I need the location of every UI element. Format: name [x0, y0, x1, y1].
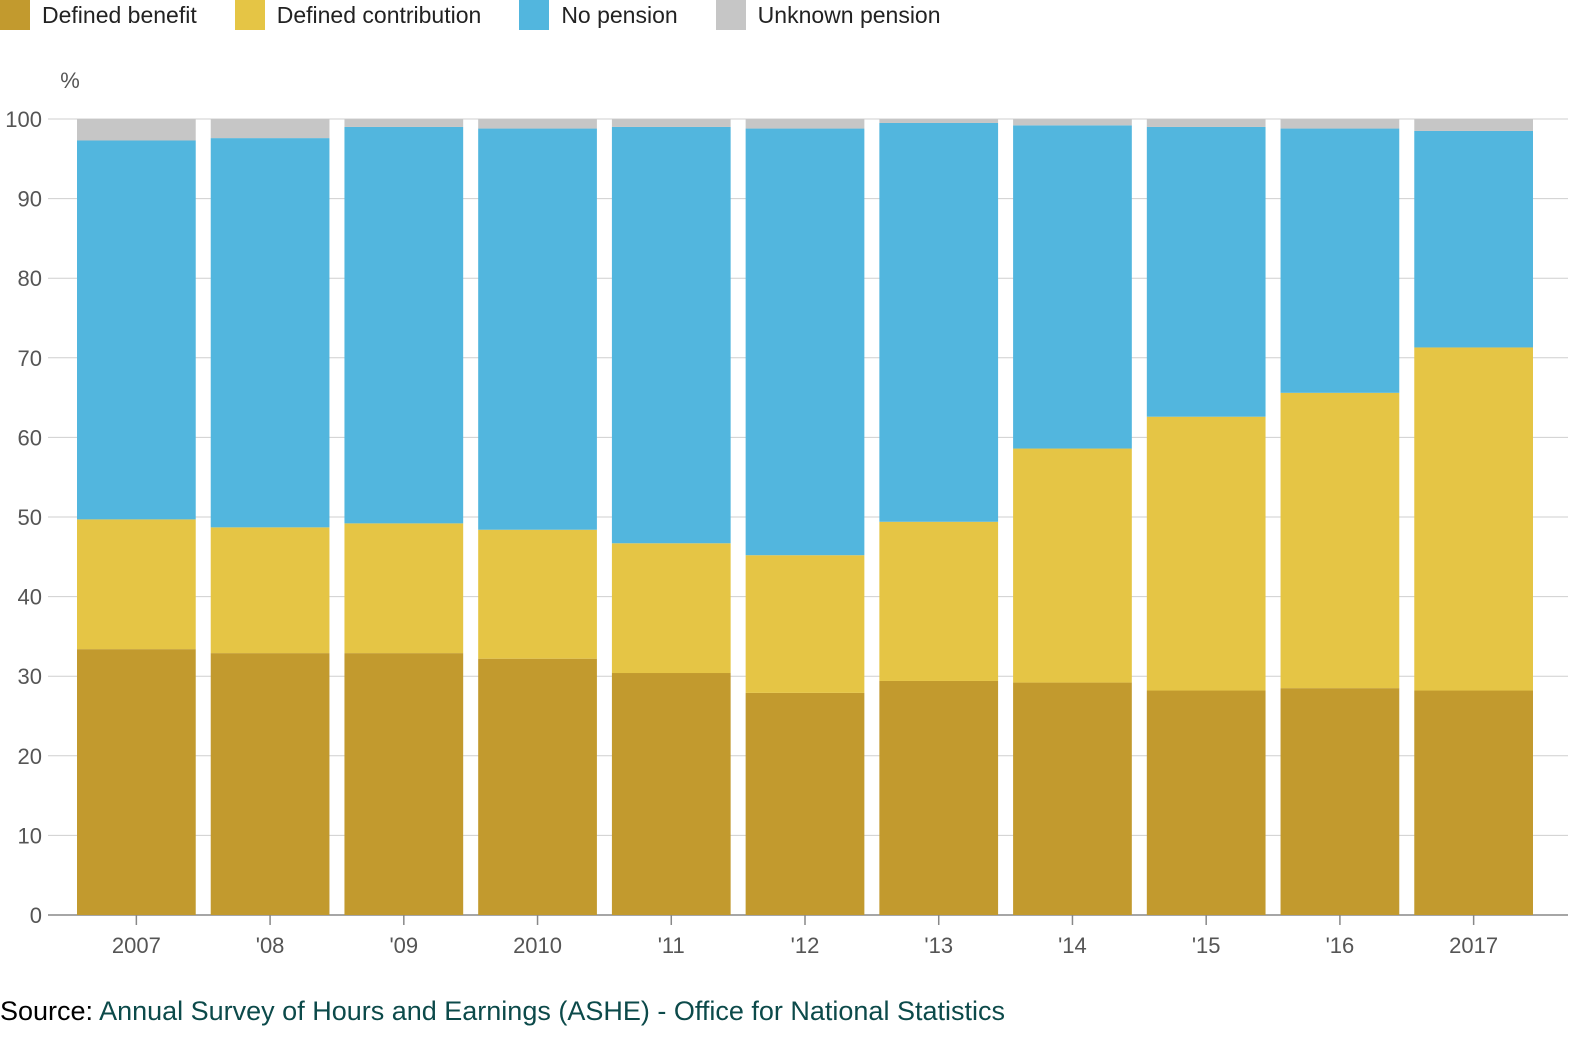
bar-segment	[879, 122, 999, 522]
x-tick-label: '08	[256, 933, 285, 958]
bar-segment	[478, 658, 597, 915]
bar-segment	[478, 529, 597, 659]
bar-segment	[77, 519, 196, 650]
y-tick-label: 80	[18, 266, 42, 291]
bar-segment	[1146, 690, 1266, 915]
x-tick-label: 2007	[112, 933, 161, 958]
bar-segment	[1013, 125, 1132, 449]
bar-segment	[210, 653, 330, 915]
bar-segment	[745, 119, 865, 129]
bar-segment	[1146, 416, 1266, 691]
legend-swatch	[234, 0, 265, 30]
x-tick-label: '13	[924, 933, 953, 958]
y-tick-label: 50	[18, 505, 42, 530]
bar-segment	[210, 527, 330, 654]
bar-segment	[344, 119, 464, 127]
legend-label: Defined contribution	[276, 1, 482, 28]
bar-segment	[611, 673, 731, 915]
y-unit-label: %	[60, 68, 80, 93]
y-tick-label: 0	[30, 903, 42, 928]
bar-segment	[77, 649, 196, 915]
x-tick-label: 2017	[1449, 933, 1498, 958]
bar-segment	[478, 119, 597, 129]
bar-segment	[77, 140, 196, 520]
legend: Defined benefit Defined contribution No pe…	[0, 0, 979, 30]
legend-swatch	[715, 0, 746, 30]
x-tick-label: '11	[658, 933, 685, 958]
x-tick-label: '14	[1058, 933, 1087, 958]
y-tick-label: 90	[18, 187, 42, 212]
y-tick-label: 10	[18, 823, 42, 848]
legend-item: Defined contribution	[234, 0, 482, 30]
bar-segment	[1146, 119, 1266, 127]
x-tick-label: 2010	[513, 933, 562, 958]
legend-item: Unknown pension	[715, 0, 941, 30]
bar-segment	[1280, 128, 1400, 393]
bar-segment	[879, 680, 999, 915]
source-prefix: Source:	[0, 996, 94, 1026]
bar-segment	[1414, 119, 1533, 131]
stacked-bar-chart: % 0 10 20 30 40 50 60 70 80 90 100 2007 '08 '09 2010 '11…	[5, 68, 1568, 958]
y-tick-label: 30	[18, 664, 42, 689]
source-note: Source: Annual Survey of Hours and Earni…	[0, 996, 1005, 1027]
bar-segment	[344, 653, 464, 915]
x-tick-label: '16	[1326, 933, 1355, 958]
x-tick-label: '09	[389, 933, 418, 958]
y-tick-label: 60	[18, 425, 42, 450]
bar-segment	[745, 555, 865, 693]
bar-segment	[879, 119, 999, 123]
bar-segment	[1280, 392, 1400, 689]
legend-label: Unknown pension	[757, 1, 941, 28]
bar-segment	[1013, 119, 1132, 126]
legend-swatch	[519, 0, 550, 30]
bar-segment	[1414, 130, 1533, 348]
x-tick-label: '12	[791, 933, 820, 958]
y-tick-label: 70	[18, 346, 42, 371]
bar-segment	[745, 128, 865, 556]
bar-segment	[210, 119, 330, 139]
bar-segment	[879, 521, 999, 681]
bar-segment	[1280, 119, 1400, 129]
bar-segment	[745, 692, 865, 915]
y-tick-label: 100	[5, 107, 42, 132]
bar-segment	[1414, 690, 1533, 915]
x-tick-label: '15	[1192, 933, 1221, 958]
y-tick-label: 20	[18, 744, 42, 769]
bar-segment	[1013, 682, 1132, 915]
legend-item: Defined benefit	[0, 0, 197, 30]
legend-item: No pension	[519, 0, 678, 30]
bar-segment	[611, 119, 731, 127]
bar-segment	[478, 128, 597, 530]
bar-segment	[611, 543, 731, 674]
legend-label: No pension	[561, 1, 678, 28]
bar-segment	[344, 523, 464, 654]
bar-segment	[344, 126, 464, 524]
bar-segment	[1013, 448, 1132, 683]
legend-label: Defined benefit	[42, 1, 197, 28]
bar-segment	[611, 126, 731, 544]
legend-swatch	[0, 0, 30, 30]
bar-segment	[1280, 688, 1400, 915]
bar-segment	[77, 119, 196, 141]
y-tick-label: 40	[18, 585, 42, 610]
bar-segment	[1414, 347, 1533, 691]
bar-segment	[1146, 126, 1266, 417]
source-link[interactable]: Annual Survey of Hours and Earnings (ASH…	[99, 996, 1005, 1026]
bar-segment	[210, 138, 330, 528]
